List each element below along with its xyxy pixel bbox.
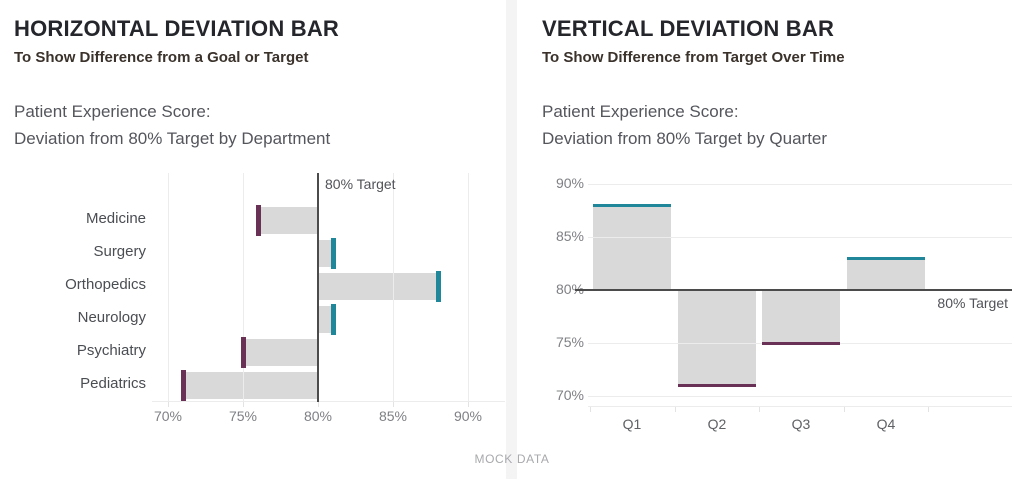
category-label-pediatrics: Pediatrics <box>80 375 146 392</box>
bar-pediatrics[interactable] <box>183 372 318 399</box>
bar-psychiatry[interactable] <box>243 339 318 366</box>
axis-tick-4 <box>928 407 929 412</box>
x-axis-label-q3: Q3 <box>791 416 811 432</box>
axis-tick-2 <box>759 407 760 412</box>
right-panel-subtitle: To Show Difference from Target Over Time <box>542 49 845 66</box>
deviation-cap-q3[interactable] <box>762 342 840 345</box>
axis-baseline <box>152 401 505 402</box>
left-chart-heading-line1: Patient Experience Score: <box>14 102 211 121</box>
axis-tick-70 <box>168 402 169 407</box>
deviation-cap-psychiatry[interactable] <box>241 337 246 368</box>
deviation-cap-q2[interactable] <box>678 384 756 387</box>
mock-data-note: MOCK DATA <box>474 452 550 466</box>
tick-label-75: 75% <box>228 408 258 424</box>
target-label: 80% Target <box>325 176 396 192</box>
category-label-surgery: Surgery <box>93 243 146 260</box>
axis-tick-75 <box>243 402 244 407</box>
left-panel-subtitle: To Show Difference from a Goal or Target <box>14 49 309 66</box>
tick-label-80: 80% <box>303 408 333 424</box>
bar-neurology[interactable] <box>318 306 333 333</box>
horizontal-bar-plot-area: 80% Target <box>152 173 505 402</box>
right-panel-title: VERTICAL DEVIATION BAR <box>542 16 835 41</box>
axis-tick-85 <box>393 402 394 407</box>
axis-tick-80 <box>318 402 319 407</box>
tick-label-70: 70% <box>153 408 183 424</box>
target-line <box>575 289 1012 291</box>
right-chart-heading-line2: Deviation from 80% Target by Quarter <box>542 129 828 148</box>
gridline-90 <box>467 173 469 402</box>
y-axis-label-75: 75% <box>555 334 584 350</box>
right-chart-heading-line1: Patient Experience Score: <box>542 102 739 121</box>
axis-tick-0 <box>590 407 591 412</box>
category-label-orthopedics: Orthopedics <box>65 276 146 293</box>
gridline-70 <box>167 173 169 402</box>
category-label-psychiatry: Psychiatry <box>76 342 146 359</box>
deviation-cap-q1[interactable] <box>593 204 671 207</box>
y-axis-label-80: 80% <box>555 281 584 297</box>
y-axis-label-85: 85% <box>555 228 584 244</box>
bar-medicine[interactable] <box>258 207 318 234</box>
tick-label-90: 90% <box>453 408 483 424</box>
gridline-85 <box>588 236 1012 238</box>
bar-surgery[interactable] <box>318 240 333 267</box>
gridline-85 <box>392 173 394 402</box>
y-axis-label-90: 90% <box>555 175 584 191</box>
axis-baseline <box>588 406 1012 407</box>
axis-tick-1 <box>675 407 676 412</box>
bar-q4[interactable] <box>847 258 925 290</box>
left-panel-title: HORIZONTAL DEVIATION BAR <box>14 16 340 41</box>
target-label: 80% Target <box>937 295 1008 311</box>
category-label-medicine: Medicine <box>85 210 146 227</box>
vertical-bar-plot-area <box>575 178 1012 407</box>
x-axis-label-q1: Q1 <box>622 416 642 432</box>
bar-q2[interactable] <box>678 291 756 385</box>
gridline-90 <box>588 183 1012 185</box>
left-chart-heading-line2: Deviation from 80% Target by Department <box>14 129 331 148</box>
vertical-deviation-panel: VERTICAL DEVIATION BAR To Show Differenc… <box>517 0 1024 479</box>
x-axis-label-q2: Q2 <box>707 416 727 432</box>
bar-q1[interactable] <box>593 205 671 290</box>
bar-orthopedics[interactable] <box>318 273 438 300</box>
gridline-75 <box>242 173 244 402</box>
deviation-cap-q4[interactable] <box>847 257 925 260</box>
y-axis-label-70: 70% <box>555 387 584 403</box>
axis-tick-3 <box>844 407 845 412</box>
deviation-cap-medicine[interactable] <box>256 205 261 236</box>
panel-divider <box>506 0 517 479</box>
gridline-70 <box>588 395 1012 397</box>
deviation-cap-orthopedics[interactable] <box>436 271 441 302</box>
bar-q3[interactable] <box>762 291 840 343</box>
axis-tick-90 <box>468 402 469 407</box>
deviation-cap-pediatrics[interactable] <box>181 370 186 401</box>
category-label-neurology: Neurology <box>77 309 146 326</box>
deviation-cap-neurology[interactable] <box>331 304 336 335</box>
horizontal-deviation-panel: HORIZONTAL DEVIATION BAR To Show Differe… <box>0 0 506 479</box>
x-axis-label-q4: Q4 <box>876 416 896 432</box>
tick-label-85: 85% <box>378 408 408 424</box>
target-line <box>317 173 319 402</box>
deviation-cap-surgery[interactable] <box>331 238 336 269</box>
